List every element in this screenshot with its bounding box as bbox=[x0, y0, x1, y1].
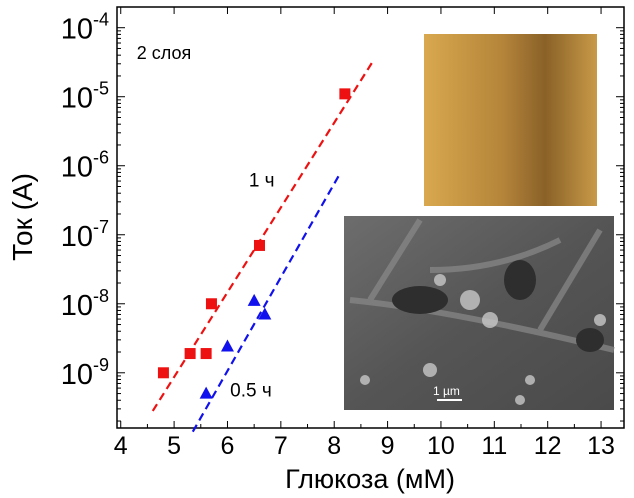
axes: 4 5 6 7 8 9 10 11 12 1310-410-510-610-710-810-9Гл… bbox=[7, 6, 625, 494]
data-point-triangle bbox=[258, 307, 272, 320]
data-point-triangle bbox=[199, 386, 213, 399]
y-tick-label: 10-8 bbox=[61, 286, 109, 322]
y-tick-base: 10 bbox=[61, 290, 93, 322]
annotation-label: 0.5 ч bbox=[230, 381, 272, 402]
x-tick-label: 6 bbox=[221, 432, 235, 460]
insets: 1 µm bbox=[344, 34, 615, 410]
y-tick-base: 10 bbox=[61, 221, 93, 253]
optical-micrograph bbox=[424, 34, 597, 206]
data-point-square bbox=[205, 298, 217, 310]
y-tick-exponent: -5 bbox=[93, 79, 109, 99]
x-tick-label: 10 bbox=[427, 432, 455, 460]
x-tick-label: 13 bbox=[587, 432, 615, 460]
x-tick-label: 11 bbox=[481, 432, 507, 460]
y-tick-exponent: -4 bbox=[93, 10, 109, 30]
data-point-square bbox=[157, 367, 169, 379]
x-tick-label: 9 bbox=[381, 432, 395, 460]
marks: 2 слоя 1 ч 0.5 ч bbox=[137, 43, 376, 433]
data-point-square bbox=[200, 348, 212, 360]
annotation-label: 1 ч bbox=[249, 171, 275, 192]
x-axis-label: Глюкоза (мМ) bbox=[285, 464, 455, 494]
sem-holes bbox=[392, 260, 604, 352]
y-tick-label: 10-9 bbox=[61, 355, 109, 391]
sem-micrograph bbox=[344, 216, 614, 410]
y-tick-label: 10-7 bbox=[61, 217, 109, 253]
y-tick-exponent: -8 bbox=[93, 286, 109, 306]
data-point-triangle bbox=[220, 339, 234, 352]
y-tick-base: 10 bbox=[61, 14, 93, 46]
x-tick-label: 7 bbox=[274, 432, 288, 460]
y-tick-exponent: -9 bbox=[93, 355, 109, 375]
y-tick-base: 10 bbox=[61, 359, 93, 391]
y-tick-label: 10-4 bbox=[61, 10, 109, 46]
x-tick-label: 4 bbox=[114, 432, 128, 460]
data-point-square bbox=[184, 348, 196, 360]
y-tick-label: 10-5 bbox=[61, 79, 109, 115]
fit-line-0-5h bbox=[191, 173, 341, 433]
scale-bar bbox=[437, 399, 462, 401]
sem-texture bbox=[349, 218, 615, 353]
y-tick-exponent: -7 bbox=[93, 217, 109, 237]
data-point-square bbox=[253, 239, 265, 251]
sem-particles bbox=[360, 274, 606, 405]
x-tick-label: 8 bbox=[327, 432, 341, 460]
x-tick-label: 5 bbox=[167, 432, 181, 460]
y-axis-label: Ток (А) bbox=[7, 173, 38, 261]
scale-bar-label: 1 µm bbox=[433, 384, 460, 398]
y-tick-base: 10 bbox=[61, 152, 93, 184]
x-tick-label: 12 bbox=[534, 432, 562, 460]
data-point-triangle bbox=[247, 293, 261, 306]
plot-frame bbox=[116, 6, 625, 429]
y-tick-exponent: -6 bbox=[93, 148, 109, 168]
annotation-label: 2 слоя bbox=[137, 43, 191, 63]
data-point-square bbox=[339, 88, 351, 100]
y-tick-label: 10-6 bbox=[61, 148, 109, 184]
y-tick-base: 10 bbox=[61, 83, 93, 115]
